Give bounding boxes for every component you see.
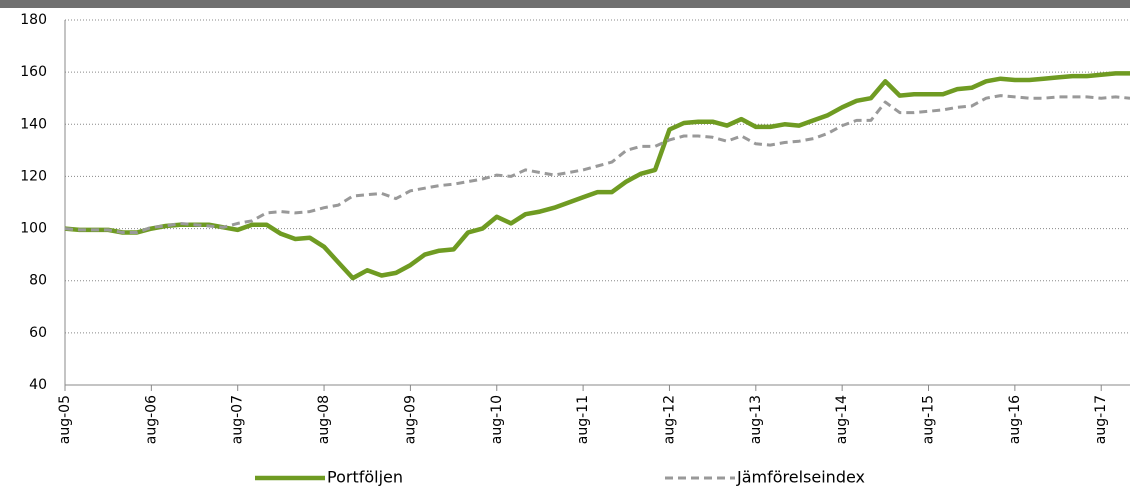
y-tick-label: 100 xyxy=(20,221,47,237)
x-tick-label: aug-11 xyxy=(575,395,591,444)
x-tick-label: aug-07 xyxy=(230,395,246,444)
x-tick-label: aug-12 xyxy=(661,395,677,444)
series-line xyxy=(64,94,1130,234)
x-tick-label: aug-08 xyxy=(316,395,332,444)
legend-label: Jämförelseindex xyxy=(736,468,865,487)
legend-label: Portföljen xyxy=(327,468,403,487)
x-tick-label: aug-15 xyxy=(921,395,937,444)
header-bar xyxy=(0,0,1130,8)
x-tick-label: aug-05 xyxy=(57,395,73,444)
y-tick-label: 40 xyxy=(29,377,47,393)
x-tick-label: aug-13 xyxy=(748,395,764,444)
x-tick-label: aug-09 xyxy=(402,395,418,444)
x-tick-label: aug-06 xyxy=(143,395,159,444)
x-tick-label: aug-14 xyxy=(834,395,850,444)
y-tick-label: 80 xyxy=(29,273,47,289)
x-tick-label: aug-10 xyxy=(489,395,505,444)
y-tick-label: 160 xyxy=(20,64,47,80)
y-tick-label: 60 xyxy=(29,325,47,341)
x-tick-label: aug-16 xyxy=(1007,395,1023,444)
y-tick-label: 140 xyxy=(20,116,47,132)
y-tick-label: 180 xyxy=(20,12,47,28)
series-line xyxy=(64,71,1130,281)
y-tick-label: 120 xyxy=(20,168,47,184)
x-tick-label: aug-17 xyxy=(1093,395,1109,444)
